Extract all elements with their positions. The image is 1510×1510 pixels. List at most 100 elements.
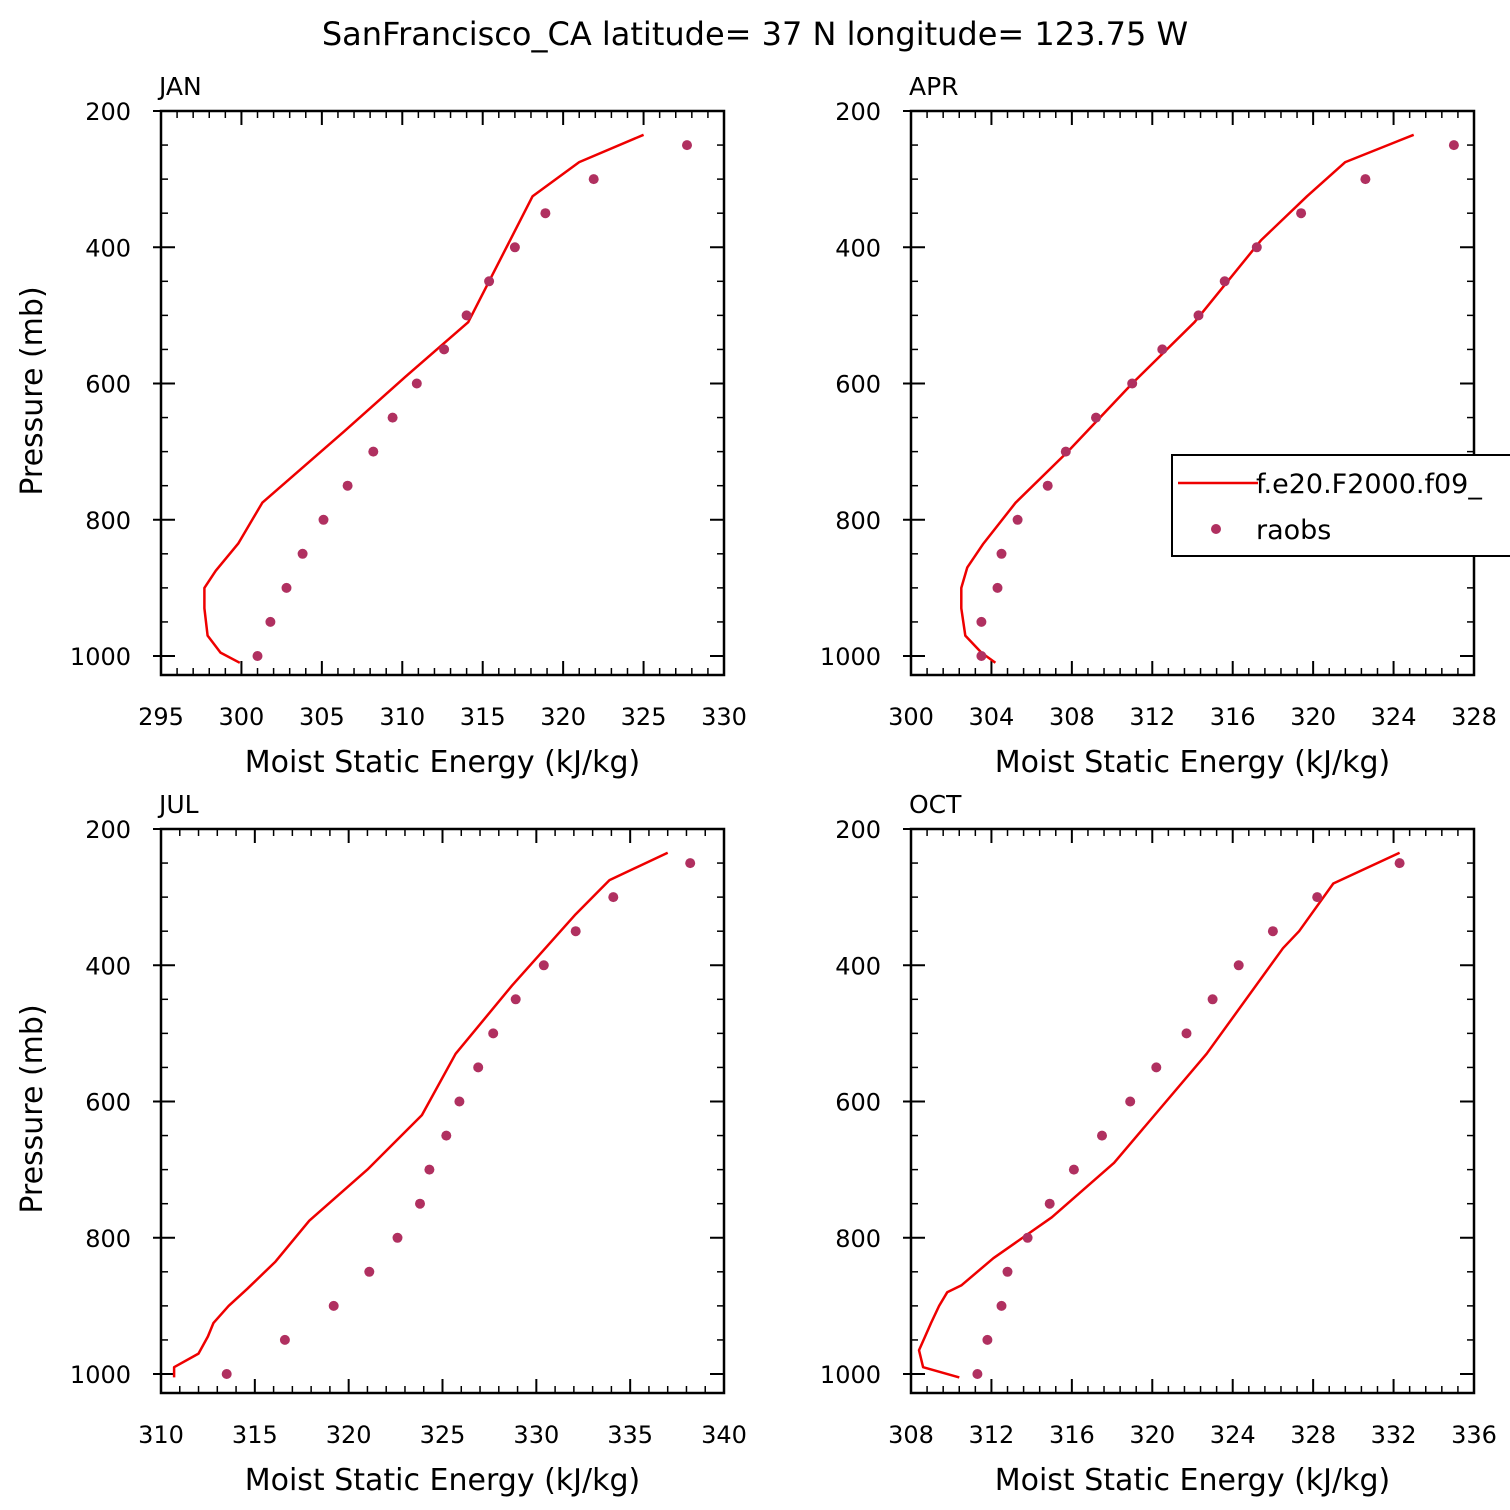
x-tick-label: 300 — [888, 703, 934, 731]
raobs-point — [441, 1130, 452, 1141]
raobs-point — [411, 378, 422, 389]
raobs-point — [461, 310, 472, 321]
panel-title: JUL — [157, 790, 199, 819]
raobs-point — [318, 514, 329, 525]
x-tick-label: 320 — [1129, 1421, 1175, 1449]
x-tick-label: 308 — [888, 1421, 934, 1449]
x-tick-label: 332 — [1371, 1421, 1417, 1449]
y-tick-label: 600 — [85, 1089, 131, 1117]
legend-obs-label: raobs — [1256, 515, 1331, 546]
x-axis-label: Moist Static Energy (kJ/kg) — [245, 1463, 641, 1498]
raobs-point — [1181, 1028, 1192, 1039]
panel-title: JAN — [157, 72, 202, 101]
raobs-point — [364, 1266, 375, 1277]
raobs-point — [1267, 926, 1278, 937]
x-tick-label: 324 — [1210, 1421, 1256, 1449]
raobs-point — [996, 548, 1007, 559]
y-tick-label: 600 — [835, 371, 881, 399]
x-tick-label: 310 — [138, 1421, 184, 1449]
panel-apr: APR 300 304 308 312 316 320 324 328 200 400 600 800 1… — [820, 72, 1497, 780]
raobs-point — [1044, 1198, 1055, 1209]
x-tick-label: 340 — [701, 1421, 747, 1449]
raobs-point — [1002, 1266, 1013, 1277]
raobs-point — [1012, 514, 1023, 525]
x-tick-label: 320 — [1290, 703, 1336, 731]
raobs-point — [368, 446, 379, 457]
panel-jul: JUL 310 315 320 325 330 335 340 200 400 600 800 1000… — [15, 790, 747, 1498]
panel-title: OCT — [909, 790, 962, 819]
x-axis-label: Moist Static Energy (kJ/kg) — [995, 745, 1391, 780]
raobs-point — [265, 616, 276, 627]
plot-frame — [909, 109, 1476, 677]
y-tick-label: 800 — [835, 1225, 881, 1253]
raobs-point — [540, 208, 551, 219]
y-tick-label: 800 — [85, 507, 131, 535]
raobs-point — [484, 276, 495, 287]
raobs-point — [454, 1096, 465, 1107]
raobs-point — [281, 582, 292, 593]
raobs-point — [488, 1028, 499, 1039]
x-tick-label: 328 — [1451, 703, 1497, 731]
x-tick-label: 304 — [969, 703, 1015, 731]
model-profile-line — [172, 851, 669, 1378]
raobs-point — [1312, 892, 1323, 903]
raobs-point — [1068, 1164, 1079, 1175]
x-axis-label: Moist Static Energy (kJ/kg) — [245, 745, 641, 780]
raobs-point — [996, 1300, 1007, 1311]
raobs-point — [252, 651, 263, 661]
x-tick-label: 324 — [1371, 703, 1417, 731]
y-tick-label: 800 — [835, 507, 881, 535]
x-tick-label: 300 — [219, 703, 265, 731]
raobs-point — [685, 858, 696, 869]
raobs-point — [1022, 1232, 1033, 1243]
raobs-point — [1097, 1130, 1107, 1141]
y-tick-label: 400 — [835, 234, 881, 262]
raobs-point — [588, 174, 599, 185]
model-profile-line — [203, 133, 645, 664]
x-tick-label: 315 — [232, 1421, 278, 1449]
raobs-point — [328, 1300, 339, 1311]
raobs-point — [1448, 140, 1459, 151]
raobs-point — [1233, 960, 1244, 971]
y-tick-label: 800 — [85, 1225, 131, 1253]
x-tick-label: 330 — [701, 703, 747, 731]
x-tick-label: 335 — [607, 1421, 653, 1449]
panel-title: APR — [909, 72, 959, 101]
raobs-point — [510, 994, 521, 1005]
raobs-point — [1219, 276, 1230, 287]
raobs-point — [297, 548, 308, 559]
raobs-point — [982, 1334, 993, 1345]
y-tick-label: 400 — [85, 234, 131, 262]
y-tick-label: 600 — [85, 371, 131, 399]
raobs-point — [1157, 344, 1168, 355]
raobs-point — [415, 1198, 425, 1209]
x-tick-label: 325 — [621, 703, 667, 731]
y-tick-label: 1000 — [70, 643, 131, 671]
x-tick-label: 308 — [1049, 703, 1095, 731]
plot-frame — [159, 109, 726, 677]
raobs-point — [1394, 858, 1405, 869]
raobs-point — [682, 140, 692, 151]
raobs-point — [221, 1369, 232, 1379]
raobs-point — [1193, 310, 1204, 321]
x-tick-label: 316 — [1049, 1421, 1095, 1449]
y-tick-label: 200 — [85, 816, 131, 844]
raobs-point — [279, 1334, 290, 1345]
raobs-point — [1091, 412, 1101, 423]
y-tick-label: 1000 — [70, 1361, 131, 1389]
raobs-point — [538, 960, 549, 971]
raobs-point — [976, 651, 987, 661]
plot-frame — [909, 827, 1476, 1395]
legend-obs-marker — [1211, 524, 1221, 534]
y-tick-label: 200 — [85, 98, 131, 126]
x-tick-label: 312 — [969, 1421, 1015, 1449]
y-tick-label: 200 — [835, 816, 881, 844]
figure-title: SanFrancisco_CA latitude= 37 N longitude… — [322, 15, 1188, 53]
y-axis-label: Pressure (mb) — [15, 286, 50, 495]
raobs-point — [976, 616, 987, 627]
raobs-point — [1125, 1096, 1136, 1107]
y-axis-label: Pressure (mb) — [15, 1004, 50, 1213]
raobs-point — [342, 480, 353, 491]
legend-model-label: f.e20.F2000.f09_ — [1256, 469, 1482, 500]
